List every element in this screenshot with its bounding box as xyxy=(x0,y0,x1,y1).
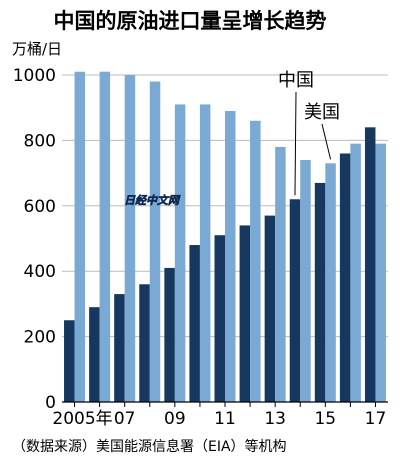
bar-usa xyxy=(74,71,86,402)
x-tick-label: 2005年 xyxy=(52,409,112,429)
x-axis-ticks: 2005年 07 09 11 13 15 17 xyxy=(52,402,386,429)
source-note: （数据来源）美国能源信息署（EIA）等机构 xyxy=(12,438,287,455)
y-tick-label: 600 xyxy=(24,197,56,217)
x-tick-label: 09 xyxy=(164,409,186,429)
bar-china xyxy=(114,294,125,402)
bar-china xyxy=(214,235,225,402)
bar-china xyxy=(64,320,75,402)
bar-china xyxy=(364,127,376,402)
y-tick-label: 1000 xyxy=(13,66,56,86)
bar-china xyxy=(264,215,276,402)
x-tick-label: 07 xyxy=(114,409,136,429)
legend-leader-china xyxy=(294,91,297,196)
unit-label: 万桶/日 xyxy=(12,40,62,58)
x-tick-label: 13 xyxy=(264,409,286,429)
bars xyxy=(64,71,386,403)
chart-title: 中国的原油进口量呈增长趋势 xyxy=(54,9,327,33)
x-tick-label: 15 xyxy=(314,409,336,429)
y-axis-ticks: 0 200 400 600 800 1000 xyxy=(13,66,56,413)
bar-china xyxy=(89,307,100,402)
y-tick-label: 0 xyxy=(45,393,56,413)
watermark: 日经中文网 xyxy=(124,194,181,207)
x-tick-label: 11 xyxy=(214,409,236,429)
bar-china xyxy=(239,225,251,402)
bar-usa xyxy=(350,143,361,403)
bar-usa xyxy=(199,104,211,403)
bar-usa xyxy=(124,75,136,402)
bar-china xyxy=(314,182,326,402)
legend-label-china: 中国 xyxy=(278,70,314,91)
bar-china xyxy=(339,153,351,402)
bar-china xyxy=(189,245,200,402)
bar-china xyxy=(289,199,301,402)
bar-usa xyxy=(149,81,161,402)
bar-china xyxy=(164,267,175,402)
y-tick-label: 800 xyxy=(24,131,56,151)
bar-usa xyxy=(225,110,236,402)
bar-china xyxy=(139,284,150,402)
bar-usa xyxy=(250,120,261,402)
bar-usa xyxy=(325,163,336,402)
y-tick-label: 200 xyxy=(24,328,56,348)
bar-usa xyxy=(174,104,186,403)
bar-usa xyxy=(275,146,286,402)
y-tick-label: 400 xyxy=(24,262,56,282)
bar-usa xyxy=(300,160,311,402)
legend-leader-usa xyxy=(321,123,332,160)
x-tick-label: 17 xyxy=(365,409,387,429)
legend-label-usa: 美国 xyxy=(304,102,340,123)
bar-usa xyxy=(375,143,386,403)
bar-usa xyxy=(99,71,111,402)
